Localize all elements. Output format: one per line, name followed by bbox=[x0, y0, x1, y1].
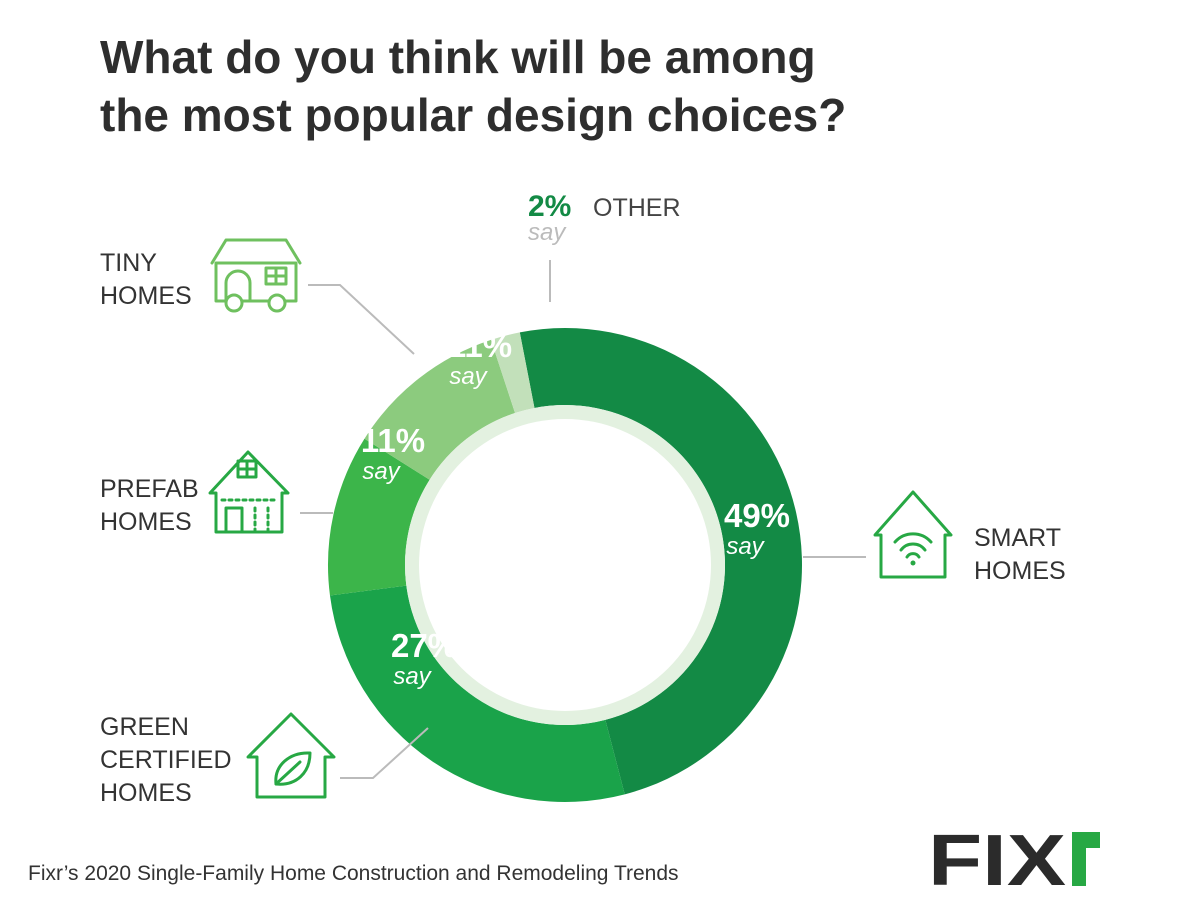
say-label-prefab-homes: say bbox=[362, 458, 401, 485]
value-label-tiny-homes: 11% bbox=[448, 327, 512, 364]
donut-hole bbox=[419, 419, 711, 711]
category-label-green-certified-homes: GREEN CERTIFIED HOMES bbox=[100, 713, 232, 807]
source-footer: Fixr’s 2020 Single-Family Home Construct… bbox=[28, 862, 679, 885]
category-label-line: CERTIFIED bbox=[100, 746, 232, 774]
category-label-line: TINY bbox=[100, 249, 157, 277]
slice-smart-homes bbox=[519, 328, 802, 795]
logo-r-mark bbox=[1072, 832, 1100, 886]
category-label-line: HOMES bbox=[100, 282, 192, 310]
title-line-1: What do you think will be among bbox=[100, 31, 816, 83]
category-label-line: HOMES bbox=[100, 508, 192, 536]
logo-text: FIX bbox=[928, 826, 1066, 890]
chart-title: What do you think will be among the most… bbox=[100, 28, 1020, 144]
slice-prefab-homes bbox=[328, 438, 430, 596]
category-label-line: GREEN bbox=[100, 713, 189, 741]
title-line-2: the most popular design choices? bbox=[100, 89, 847, 141]
value-label-green-certified-homes: 27% bbox=[391, 627, 457, 664]
category-label-other: OTHER bbox=[593, 194, 681, 222]
value-label-prefab-homes: 11% bbox=[361, 422, 425, 459]
slice-green-certified-homes bbox=[329, 585, 625, 802]
slice-other bbox=[490, 332, 535, 414]
category-label-line: HOMES bbox=[974, 557, 1066, 585]
category-label-prefab-homes: PREFAB HOMES bbox=[100, 475, 199, 536]
category-label-line: HOMES bbox=[100, 779, 192, 807]
say-label-other: say bbox=[528, 219, 567, 246]
wifi-house-icon bbox=[873, 490, 953, 579]
say-label-tiny-homes: say bbox=[449, 363, 488, 390]
leader-line-tiny bbox=[308, 284, 415, 355]
value-label-smart-homes: 49% bbox=[724, 497, 790, 534]
value-label-other: 2% bbox=[528, 190, 571, 223]
tiny-home-icon bbox=[210, 238, 302, 313]
category-label-smart-homes: SMART HOMES bbox=[974, 524, 1066, 585]
say-label-green-certified-homes: say bbox=[393, 663, 432, 690]
category-label-line: PREFAB bbox=[100, 475, 199, 503]
leaf-house-icon bbox=[246, 712, 336, 799]
leader-line-green bbox=[340, 727, 429, 779]
category-label-tiny-homes: TINY HOMES bbox=[100, 249, 192, 310]
category-label-line: SMART bbox=[974, 524, 1061, 552]
prefab-house-icon bbox=[208, 450, 290, 534]
slice-tiny-homes bbox=[364, 339, 516, 480]
fixr-logo: FIX bbox=[928, 826, 1100, 890]
say-label-smart-homes: say bbox=[726, 533, 765, 560]
